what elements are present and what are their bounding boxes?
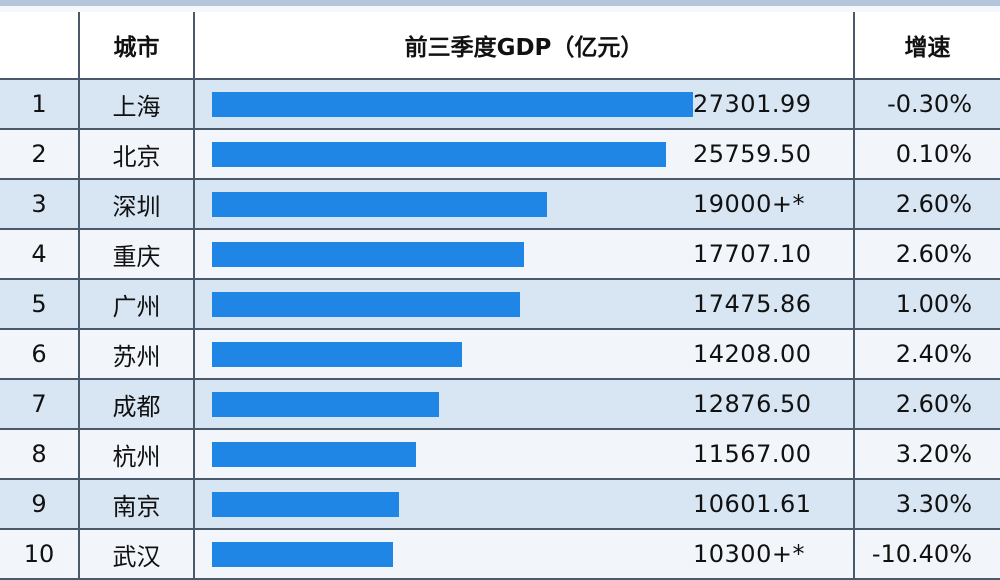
growth-cell: 0.10% [855, 130, 1000, 178]
gdp-cell: 11567.00 [195, 430, 855, 478]
table-row: 4 重庆 17707.10 2.60% [0, 230, 1000, 280]
gdp-value-label: 25759.50 [693, 140, 812, 168]
header-growth: 增速 [904, 35, 951, 61]
gdp-value-label: 27301.99 [693, 90, 812, 118]
gdp-cell: 25759.50 [195, 130, 855, 178]
gdp-bar [212, 92, 693, 117]
gdp-value-label: 19000+* [693, 190, 805, 218]
gdp-value-label: 11567.00 [693, 440, 812, 468]
gdp-bar [212, 142, 666, 167]
gdp-bar [212, 492, 399, 517]
gdp-value-label: 17475.86 [693, 290, 812, 318]
gdp-cell: 12876.50 [195, 380, 855, 428]
city-cell: 深圳 [80, 180, 195, 228]
table-row: 2 北京 25759.50 0.10% [0, 130, 1000, 180]
rank-cell: 1 [0, 80, 80, 128]
growth-cell: 1.00% [855, 280, 1000, 328]
gdp-cell: 10300+* [195, 530, 855, 578]
rank-cell: 9 [0, 480, 80, 528]
growth-value: 3.30% [895, 490, 972, 518]
gdp-value-label: 10300+* [693, 540, 805, 568]
growth-cell: 3.20% [855, 430, 1000, 478]
gdp-value-label: 14208.00 [693, 340, 812, 368]
growth-value: 2.60% [895, 190, 972, 218]
gdp-value-label: 12876.50 [693, 390, 812, 418]
gdp-cell: 17475.86 [195, 280, 855, 328]
growth-value: 2.40% [895, 340, 972, 368]
table-row: 8 杭州 11567.00 3.20% [0, 430, 1000, 480]
gdp-bar [212, 242, 524, 267]
table-row: 6 苏州 14208.00 2.40% [0, 330, 1000, 380]
city-cell: 广州 [80, 280, 195, 328]
header-gdp: 前三季度GDP（亿元） [195, 12, 855, 78]
gdp-bar [212, 392, 439, 417]
growth-value: -10.40% [871, 540, 972, 568]
gdp-bar [212, 442, 416, 467]
gdp-bar [212, 292, 520, 317]
growth-cell: 2.60% [855, 380, 1000, 428]
growth-cell: -0.30% [855, 80, 1000, 128]
header-city: 城市 [80, 12, 195, 78]
rank-cell: 4 [0, 230, 80, 278]
gdp-cell: 10601.61 [195, 480, 855, 528]
gdp-bar [212, 342, 462, 367]
city-cell: 武汉 [80, 530, 195, 578]
table-row: 10 武汉 10300+* -10.40% [0, 530, 1000, 580]
city-cell: 北京 [80, 130, 195, 178]
city-cell: 南京 [80, 480, 195, 528]
city-cell: 杭州 [80, 430, 195, 478]
gdp-cell: 14208.00 [195, 330, 855, 378]
gdp-cell: 19000+* [195, 180, 855, 228]
table-row: 7 成都 12876.50 2.60% [0, 380, 1000, 430]
table-row: 1 上海 27301.99 -0.30% [0, 80, 1000, 130]
gdp-bar [212, 192, 547, 217]
city-cell: 上海 [80, 80, 195, 128]
growth-value: 3.20% [895, 440, 972, 468]
city-cell: 重庆 [80, 230, 195, 278]
table-row: 9 南京 10601.61 3.30% [0, 480, 1000, 530]
growth-cell: 3.30% [855, 480, 1000, 528]
growth-cell: -10.40% [855, 530, 1000, 578]
rank-cell: 2 [0, 130, 80, 178]
gdp-bar [212, 542, 393, 567]
gdp-value-label: 17707.10 [693, 240, 812, 268]
rank-cell: 7 [0, 380, 80, 428]
growth-cell: 2.40% [855, 330, 1000, 378]
rank-cell: 5 [0, 280, 80, 328]
rank-cell: 3 [0, 180, 80, 228]
growth-value: 1.00% [895, 290, 972, 318]
gdp-cell: 27301.99 [195, 80, 855, 128]
growth-value: 0.10% [895, 140, 972, 168]
rank-cell: 10 [0, 530, 80, 578]
rank-cell: 8 [0, 430, 80, 478]
growth-value: 2.60% [895, 240, 972, 268]
header-rank [0, 12, 80, 78]
header-row: 城市 前三季度GDP（亿元） 增速 [0, 12, 1000, 80]
rank-cell: 6 [0, 330, 80, 378]
growth-value: -0.30% [887, 90, 972, 118]
growth-cell: 2.60% [855, 180, 1000, 228]
city-cell: 成都 [80, 380, 195, 428]
table-row: 3 深圳 19000+* 2.60% [0, 180, 1000, 230]
table-row: 5 广州 17475.86 1.00% [0, 280, 1000, 330]
gdp-value-label: 10601.61 [693, 490, 812, 518]
gdp-cell: 17707.10 [195, 230, 855, 278]
growth-cell: 2.60% [855, 230, 1000, 278]
city-cell: 苏州 [80, 330, 195, 378]
growth-value: 2.60% [895, 390, 972, 418]
